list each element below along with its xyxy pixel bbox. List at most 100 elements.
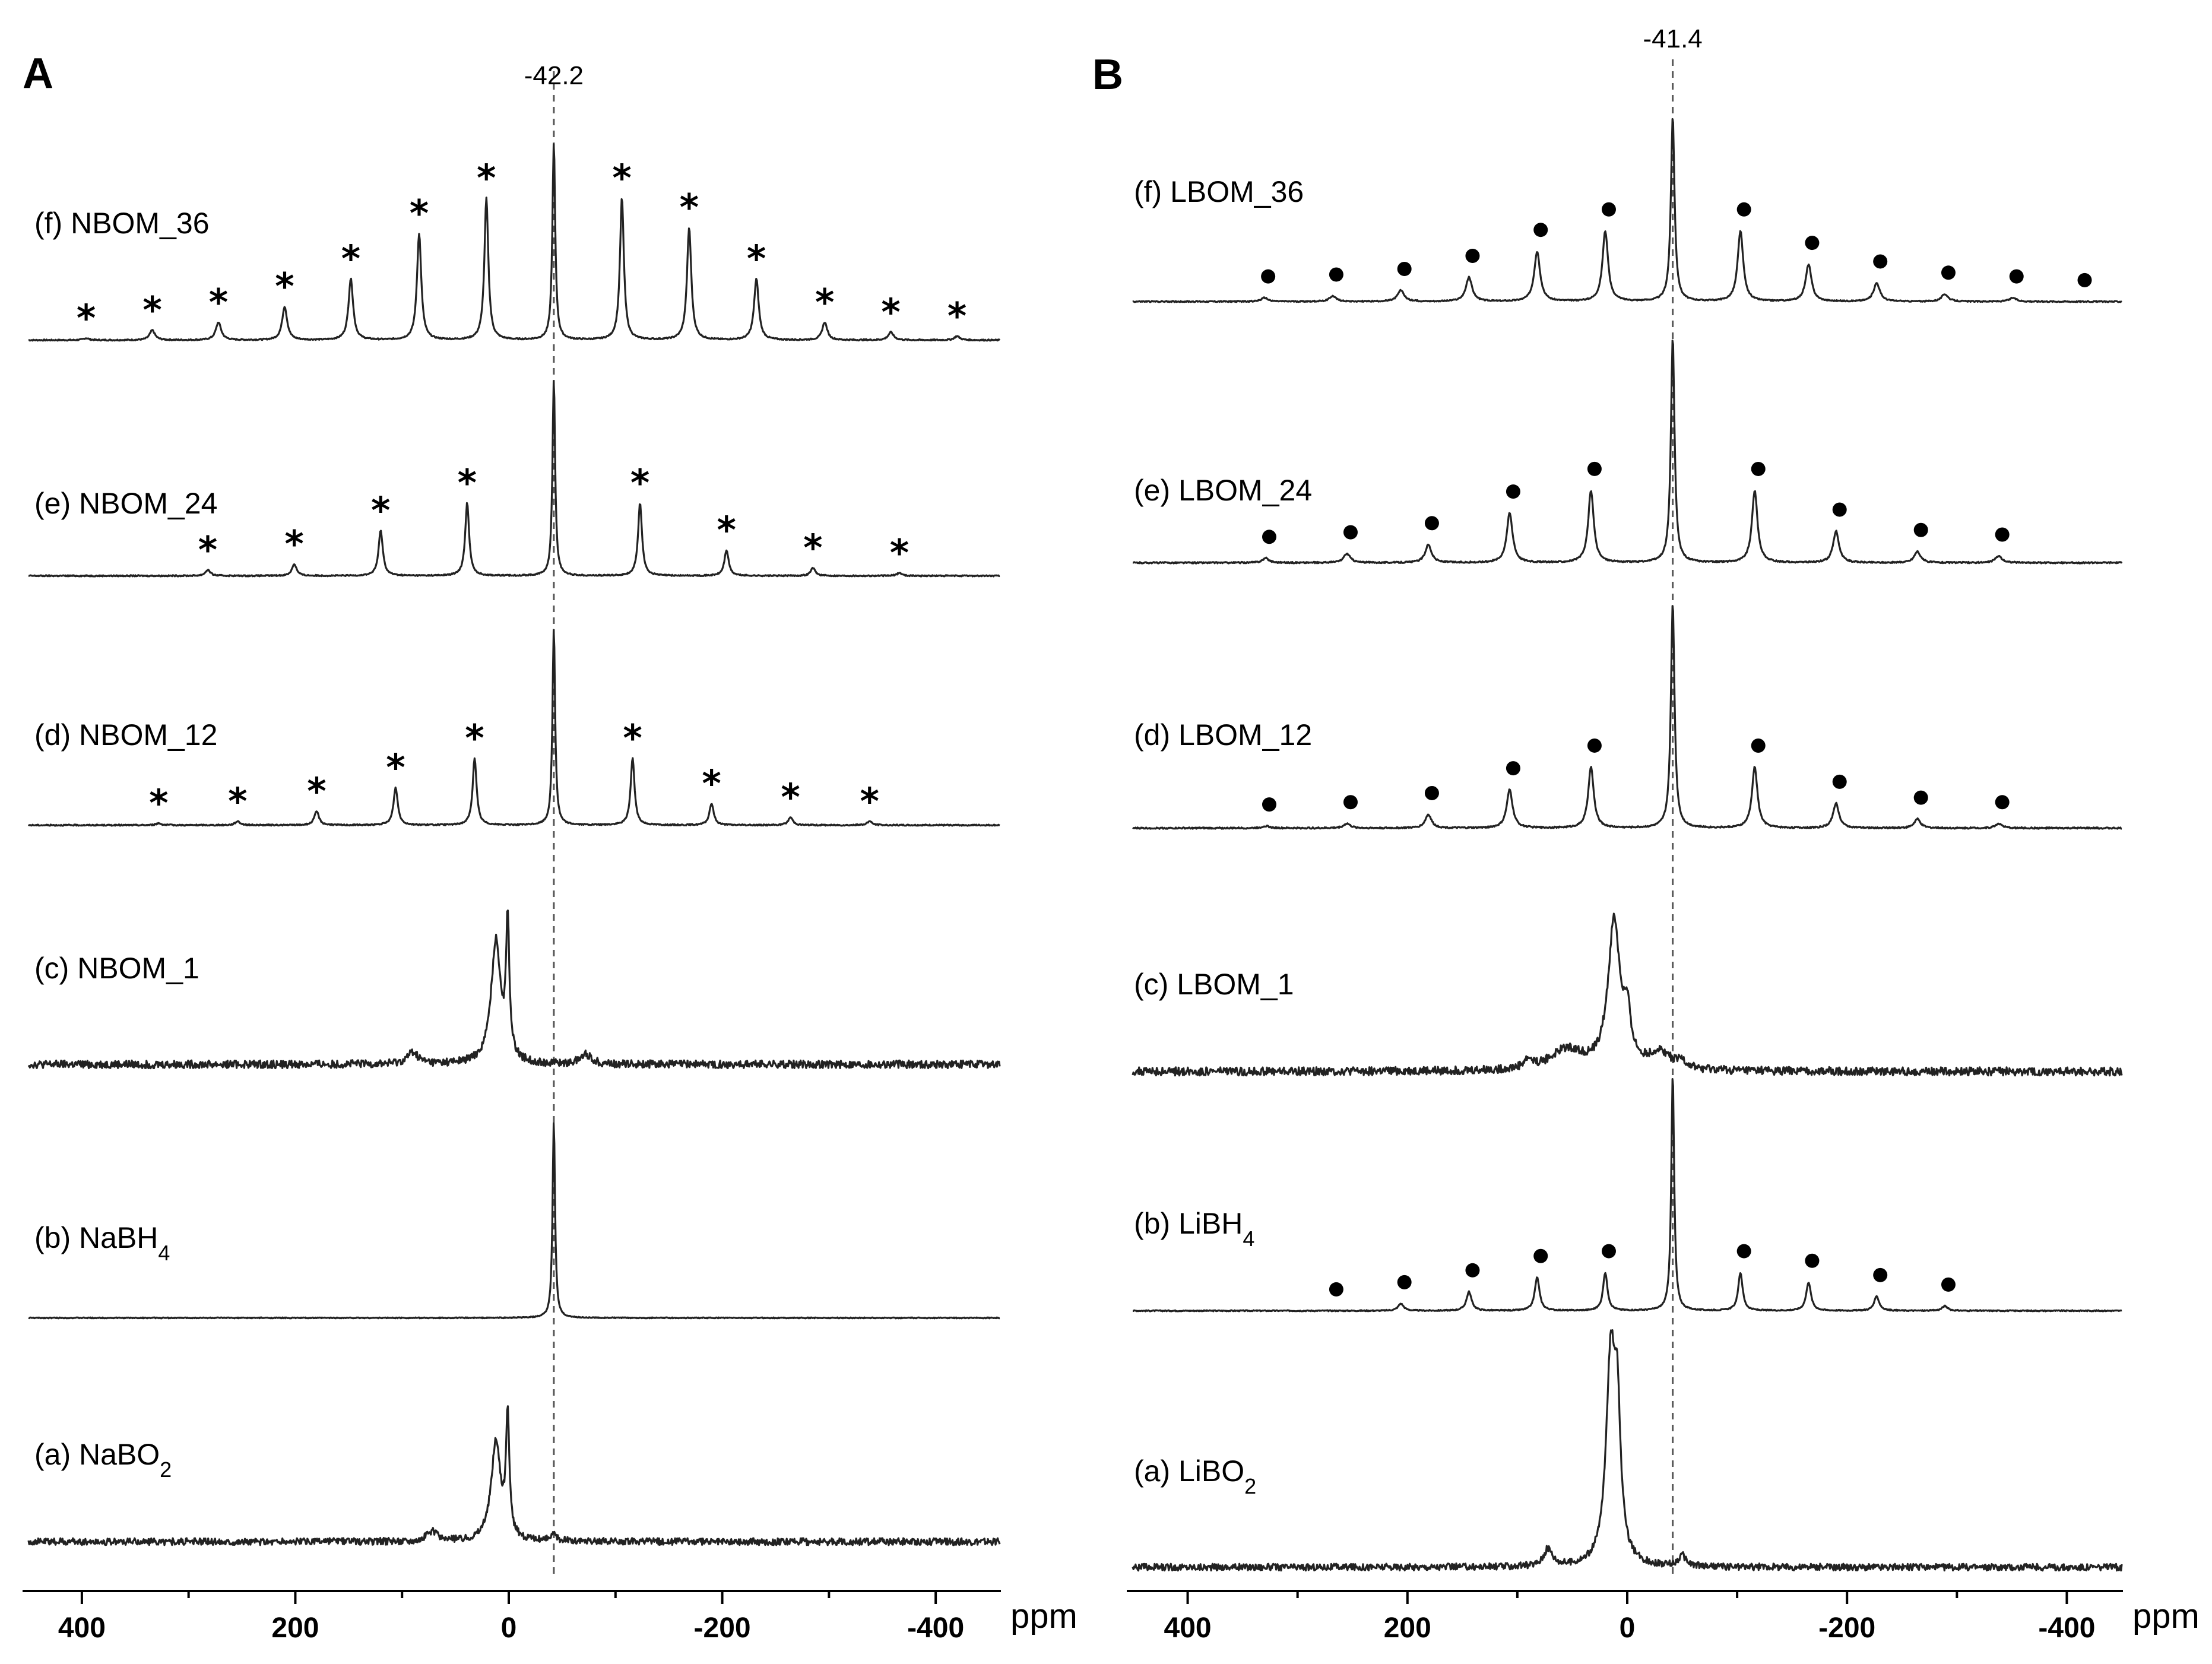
- spectrum-trace: [1132, 118, 2122, 303]
- spectrum-trace: [1132, 605, 2122, 830]
- sideband-dot: [1343, 795, 1358, 810]
- x-tick-label: 0: [501, 1612, 517, 1644]
- trace-label: (b) LiBH4: [1134, 1207, 1254, 1251]
- sideband-dot: [1506, 761, 1520, 776]
- sideband-asterisk: *: [410, 192, 429, 235]
- sideband-asterisk: *: [307, 770, 326, 813]
- sideband-dot: [1751, 738, 1766, 753]
- spectrum-trace: [28, 1122, 1000, 1320]
- reference-line-label: -41.4: [1643, 24, 1702, 53]
- trace-label: (e) NBOM_24: [34, 487, 217, 520]
- sideband-dot: [1873, 1267, 1888, 1282]
- sideband-dot: [1805, 236, 1820, 251]
- sideband-asterisk: *: [702, 762, 721, 805]
- sideband-asterisk: *: [198, 528, 217, 572]
- sideband-asterisk: *: [458, 461, 477, 505]
- sideband-asterisk: *: [142, 289, 161, 332]
- x-tick-label: -200: [694, 1612, 751, 1644]
- sideband-dot: [1397, 261, 1412, 276]
- sideband-asterisk: *: [630, 461, 649, 505]
- x-tick-label: -400: [907, 1612, 964, 1644]
- sideband-dot: [1913, 522, 1928, 537]
- x-tick-label: 400: [58, 1612, 106, 1644]
- x-axis-label: ppm: [1010, 1597, 1078, 1636]
- x-tick-label: -400: [2038, 1612, 2095, 1644]
- sideband-dot: [1832, 502, 1847, 517]
- sideband-asterisk: *: [465, 717, 484, 760]
- sideband-dot: [1506, 484, 1520, 499]
- sideband-dot: [1329, 1282, 1343, 1297]
- sideband-dot: [1736, 202, 1751, 217]
- sideband-asterisk: *: [890, 531, 909, 575]
- sideband-dot: [1397, 1275, 1412, 1289]
- sideband-dot: [1587, 738, 1602, 753]
- spectrum-trace: [28, 143, 1001, 342]
- trace-label: (f) NBOM_36: [34, 207, 210, 240]
- sideband-asterisk: *: [947, 294, 966, 338]
- x-tick-label: 0: [1620, 1612, 1636, 1644]
- panel-b: B -41.4 (f) LBOM_36 (e) LBOM_24 (d) LBOM_12…: [1092, 24, 2200, 1644]
- sideband-dot: [1995, 795, 2010, 810]
- sideband-asterisk: *: [860, 779, 879, 823]
- sideband-asterisk: *: [371, 489, 390, 532]
- spectrum-trace: [28, 380, 1000, 578]
- panel-b-label: B: [1092, 51, 1123, 99]
- trace-label: (a) LiBO2: [1134, 1454, 1256, 1498]
- sideband-dot: [1941, 265, 1956, 280]
- reference-line-label: -42.2: [524, 61, 584, 90]
- sideband-asterisk: *: [747, 237, 766, 281]
- sideband-asterisk: *: [881, 291, 900, 334]
- sideband-asterisk: *: [815, 281, 834, 324]
- x-axis-label: ppm: [2132, 1597, 2200, 1636]
- sideband-dot: [1533, 223, 1548, 237]
- sideband-dot: [1465, 1263, 1480, 1278]
- trace-label: (a) NaBO2: [34, 1438, 172, 1482]
- sideband-asterisk: *: [717, 509, 736, 552]
- sideband-asterisk: *: [284, 522, 303, 566]
- sideband-asterisk: *: [228, 779, 247, 823]
- sideband-asterisk: *: [803, 527, 822, 570]
- sideband-asterisk: *: [341, 237, 360, 281]
- sideband-dot: [1913, 790, 1928, 805]
- x-tick-label: 200: [271, 1612, 319, 1644]
- sideband-dot: [1601, 1244, 1616, 1259]
- sideband-asterisk: *: [623, 717, 642, 760]
- trace-label: (d) NBOM_12: [34, 718, 217, 752]
- sideband-dot: [1751, 461, 1766, 476]
- spectrum-trace: [1132, 340, 2123, 565]
- sideband-asterisk: *: [781, 776, 800, 819]
- sideband-dot: [1832, 774, 1847, 789]
- sideband-dot: [1533, 1248, 1548, 1263]
- spectrum-trace: [1132, 1078, 2122, 1313]
- sideband-asterisk: *: [477, 156, 496, 199]
- trace-label: (b) NaBH4: [34, 1221, 170, 1265]
- spectrum-trace: [1132, 1329, 2123, 1572]
- panel-a-label: A: [23, 50, 53, 97]
- sideband-dot: [1424, 785, 1439, 800]
- sideband-dot: [1261, 269, 1276, 284]
- trace-label: (d) LBOM_12: [1134, 718, 1312, 752]
- sideband-dot: [1805, 1253, 1820, 1268]
- sideband-dot: [1262, 797, 1276, 812]
- x-tick-label: 400: [1164, 1612, 1212, 1644]
- trace-label: (e) LBOM_24: [1134, 474, 1312, 507]
- panel-a: A -42.2 * * * * * * * * * * * * * (f) NBOM_36 * * * * * * * * (…: [23, 50, 1078, 1644]
- spectrum-trace: [27, 1405, 1001, 1546]
- trace-label: (f) LBOM_36: [1134, 175, 1304, 208]
- trace-label: (c) LBOM_1: [1134, 968, 1294, 1001]
- sideband-dot: [1465, 249, 1480, 264]
- sideband-dot: [1995, 527, 2010, 542]
- sideband-dot: [1587, 461, 1602, 476]
- sideband-dot: [1424, 516, 1439, 531]
- sideband-dot: [1601, 202, 1616, 217]
- spectrum-trace: [27, 909, 1001, 1070]
- sideband-dot: [2077, 272, 2092, 287]
- sideband-asterisk: *: [77, 297, 96, 340]
- sideband-dot: [1736, 1244, 1751, 1259]
- sideband-asterisk: *: [680, 186, 699, 229]
- sideband-dot: [2009, 269, 2024, 284]
- x-tick-label: -200: [1818, 1612, 1875, 1644]
- sideband-dot: [1941, 1277, 1956, 1292]
- x-tick-label: 200: [1384, 1612, 1431, 1644]
